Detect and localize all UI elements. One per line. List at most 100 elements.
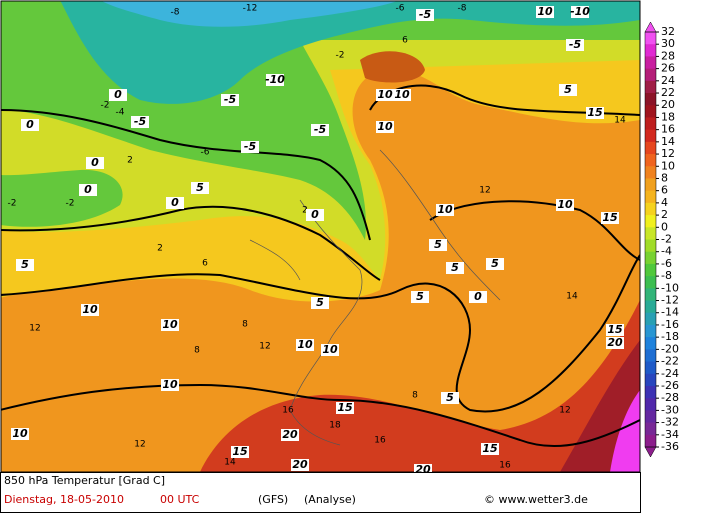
colorbar-label: 8 [661,171,668,184]
isotherm-label: -8 [171,8,180,18]
isotherm-label: -2 [66,199,75,209]
contour-label: 10 [377,88,393,101]
contour-label: -10 [570,5,590,18]
isotherm-label: 2 [302,206,308,216]
contour-label: 5 [21,258,29,271]
contour-label: 5 [451,261,459,274]
footer-title: 850 hPa Temperatur [Grad C] [4,474,165,487]
contour-label-bg [11,428,29,440]
colorbar-swatch [645,288,656,302]
contour-label-bg [441,392,459,404]
contour-label-bg [161,379,179,391]
contour-label-bg [429,239,447,251]
contour-label: 10 [297,338,313,351]
colorbar-label: -30 [661,403,679,416]
isotherm-label: -6 [201,148,210,158]
contour-label: 10 [162,378,178,391]
contour-label: 10 [377,120,393,133]
isotherm-label: -6 [396,4,405,14]
contour-label-bg [416,9,434,21]
contour-label-bg [81,304,99,316]
colorbar-label: 22 [661,86,675,99]
colorbar-swatch [645,215,656,228]
isotherm-label: -2 [8,199,17,209]
contour-label-bg [556,199,574,211]
colorbar-label: 16 [661,123,675,136]
footer-time: 00 UTC [160,493,200,506]
contour-label: 15 [482,442,498,455]
contour-label: 15 [587,106,603,119]
colorbar-label: 14 [661,135,675,148]
contour-label: 5 [491,257,499,270]
colorbar-swatch [645,276,656,289]
contour-label-bg [469,291,487,303]
contour-label: 5 [434,238,442,251]
colorbar-bottom-arrow [644,446,657,458]
contour-label-bg [606,324,624,336]
contour-label-bg [291,459,309,471]
contour-label: 5 [416,290,424,303]
colorbar-label: 18 [661,110,675,123]
colorbar-label: 4 [661,196,668,209]
colorbar-swatch [645,300,656,314]
footer-box [0,472,641,513]
isotherm-label: -2 [336,51,345,61]
colorbar-swatch [645,324,656,338]
colorbar-swatch [645,80,656,94]
isotherm-label: 8 [194,346,200,356]
contour-label-bg [161,319,179,331]
contour-label-bg [79,184,97,196]
isotherm-label: -8 [458,4,467,14]
contour-label: 0 [26,118,34,131]
contour-label-bg [311,297,329,309]
colorbar-swatch [645,166,656,179]
map-field [1,1,640,472]
contour-label: -5 [134,115,147,128]
contour-label-bg [376,121,394,133]
isotherm-label: 12 [29,324,40,334]
colorbar-label: 10 [661,159,675,172]
colorbar-label: 0 [661,220,668,233]
footer-date: Dienstag, 18-05-2010 [4,493,124,506]
colorbar-swatch [645,312,656,326]
isotherm-label: 2 [157,244,163,254]
colorbar-label: 12 [661,147,675,160]
contour-label: 10 [537,5,553,18]
contour-label-bg [311,124,329,136]
colorbar-swatch [645,337,656,350]
colorbar-label: 32 [661,25,675,38]
colorbar-swatch [645,129,656,143]
footer-model: (GFS) [258,493,288,506]
footer-copyright: © www.wetter3.de [484,493,588,506]
isotherm-label: 14 [566,292,578,302]
contour-label-bg [241,141,259,153]
colorbar-swatch [645,361,656,375]
field-cyan [101,1,398,27]
contour-label-bg [436,204,454,216]
field-magenta [610,390,640,472]
colorbar-swatch [645,349,656,363]
colorbar-label: 26 [661,62,675,75]
colorbar-label: -16 [661,318,679,331]
contour-label: 10 [394,88,410,101]
colorbar-swatch [645,56,656,70]
contour-label-bg [411,291,429,303]
colorbar-swatch [645,32,656,45]
isotherm-label: 14 [224,458,236,468]
colorbar-label: -20 [661,342,679,355]
colorbar-swatch [645,178,656,192]
contour-label-bg [486,258,504,270]
contour-label: 15 [607,323,623,336]
isotherm-label: -2 [101,101,110,111]
contour-label-bg [109,89,127,101]
colorbar-swatch [645,434,656,448]
contour-label-bg [393,89,411,101]
isotherm-label: 6 [202,259,208,269]
isotherm-label: 16 [499,461,511,471]
contour-label: 5 [564,83,572,96]
contour-label-bg [376,89,394,101]
colorbar-label: -6 [661,257,672,270]
contour-label-bg [321,344,339,356]
